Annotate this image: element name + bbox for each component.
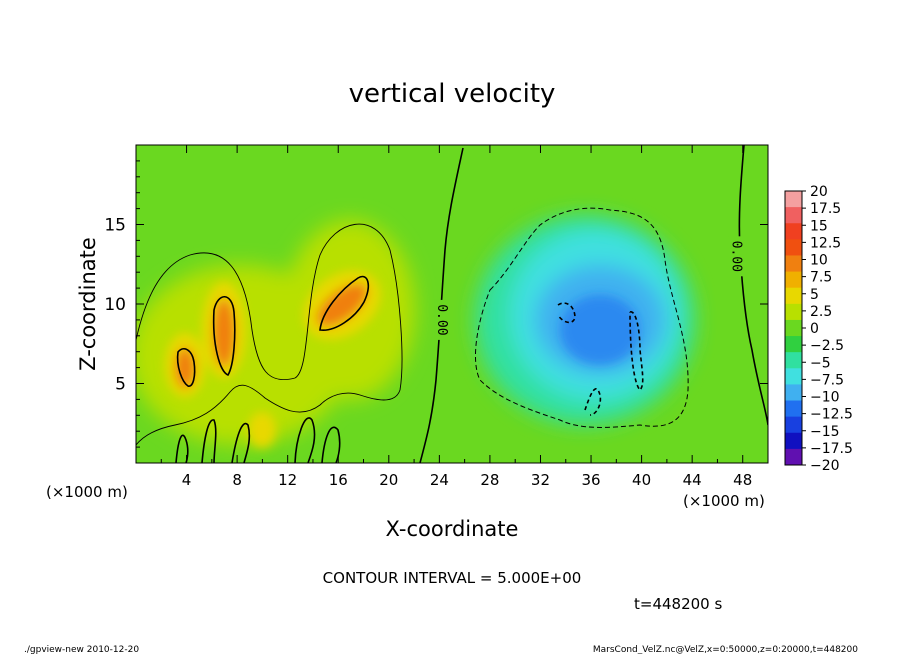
colorbar-swatch (785, 368, 802, 385)
x-tick-label: 4 (182, 471, 192, 489)
y-tick-label: 10 (104, 295, 126, 315)
x-unit-left: (×1000 m) (46, 483, 128, 501)
colorbar-label: 0 (810, 321, 819, 337)
contour-5-a (176, 348, 196, 387)
colorbar-swatch (785, 319, 802, 337)
colorbar-label: −17.5 (810, 441, 853, 457)
y-tick-label: 5 (115, 375, 126, 395)
colorbar-label: −7.5 (810, 372, 844, 388)
colorbar-label: −15 (810, 424, 840, 440)
colorbar-swatch (785, 271, 802, 289)
colorbar-swatch (785, 287, 802, 305)
colorbar-label: −5 (810, 355, 831, 371)
colorbar-label: −20 (810, 458, 840, 474)
updraft-c-orange (316, 283, 368, 327)
colorbar-swatch (785, 400, 802, 418)
colorbar-swatch (785, 432, 802, 450)
contour-labels: 0.00 0.00 (433, 236, 745, 340)
x-tick-label: 8 (232, 471, 242, 489)
contour-neg-core-3 (584, 388, 602, 416)
contour-label: 0.00 (728, 241, 743, 272)
x-tick-label: 36 (581, 471, 600, 489)
colorbar-swatch (785, 352, 802, 369)
x-tick-label: 28 (480, 471, 499, 489)
colorbar-swatch (785, 207, 802, 224)
colorbar-swatch (785, 416, 802, 434)
x-tick-label: 32 (531, 471, 550, 489)
colorbar-swatch (785, 303, 802, 321)
updraft-b-orange (213, 299, 235, 367)
colorbar-label: 7.5 (810, 270, 832, 286)
colorbar-swatch (785, 336, 802, 353)
time-label: t=448200 s (634, 595, 722, 613)
chart-title: vertical velocity (349, 79, 556, 109)
x-axis: 4 8 12 16 20 24 28 32 36 40 44 48 (160, 145, 752, 489)
colorbar-swatch (785, 239, 802, 256)
y-axis-title: Z-coordinate (76, 237, 100, 371)
colorbar-label: −12.5 (810, 407, 853, 423)
updraft-d-yellow (248, 412, 276, 448)
updraft-a-orange (175, 348, 195, 388)
colorbar-label: 12.5 (810, 235, 841, 251)
contour-neg-core-2 (629, 311, 644, 392)
colorbar-label: 17.5 (810, 201, 841, 217)
colorbar-label: 10 (810, 253, 828, 269)
contour-zero-band-2 (738, 145, 768, 426)
colorbar-label: 20 (810, 184, 828, 200)
x-tick-label: 44 (683, 471, 702, 489)
x-axis-title: X-coordinate (386, 517, 519, 541)
x-tick-label: 24 (430, 471, 449, 489)
contour-5-c (319, 275, 370, 331)
y-tick-label: 15 (104, 216, 126, 236)
colorbar-label: 5 (810, 287, 819, 303)
downdraft-core (560, 295, 640, 365)
colorbar-label: −10 (810, 390, 840, 406)
contour-label-bg (433, 299, 450, 340)
contour-neg-dashed (474, 207, 689, 428)
colorbar-swatch (785, 223, 802, 240)
x-unit-right: (×1000 m) (683, 492, 765, 510)
contour-5-b (212, 295, 236, 376)
colorbar-label: −2.5 (810, 338, 844, 354)
x-tick-label: 48 (733, 471, 752, 489)
contour-interval-text: CONTOUR INTERVAL = 5.000E+00 (323, 569, 582, 587)
contour-label: 0.00 (434, 304, 449, 335)
x-tick-label: 16 (329, 471, 348, 489)
colorbar-label: 15 (810, 218, 828, 234)
contour-zero-left (136, 223, 403, 446)
field-shading-detail (165, 270, 640, 448)
contour-low-2 (201, 419, 217, 463)
contour-low-4 (294, 417, 316, 463)
x-tick-label: 20 (379, 471, 398, 489)
footer-left: ./gpview-new 2010-12-20 (24, 645, 139, 654)
contour-low-3 (231, 422, 251, 463)
plot-area (136, 145, 768, 463)
colorbar-swatch (785, 448, 802, 466)
colorbar-label: 2.5 (810, 304, 832, 320)
y-axis: 5 10 15 (104, 160, 768, 448)
x-tick-label: 12 (278, 471, 297, 489)
colorbar-swatch (785, 191, 802, 208)
colorbar-swatch (785, 384, 802, 402)
x-tick-label: 40 (632, 471, 651, 489)
footer-right: MarsCond_VelZ.nc@VelZ,x=0:50000,z=0:2000… (593, 645, 858, 654)
colorbar-swatch (785, 255, 802, 273)
contour-label-bg (728, 236, 745, 277)
